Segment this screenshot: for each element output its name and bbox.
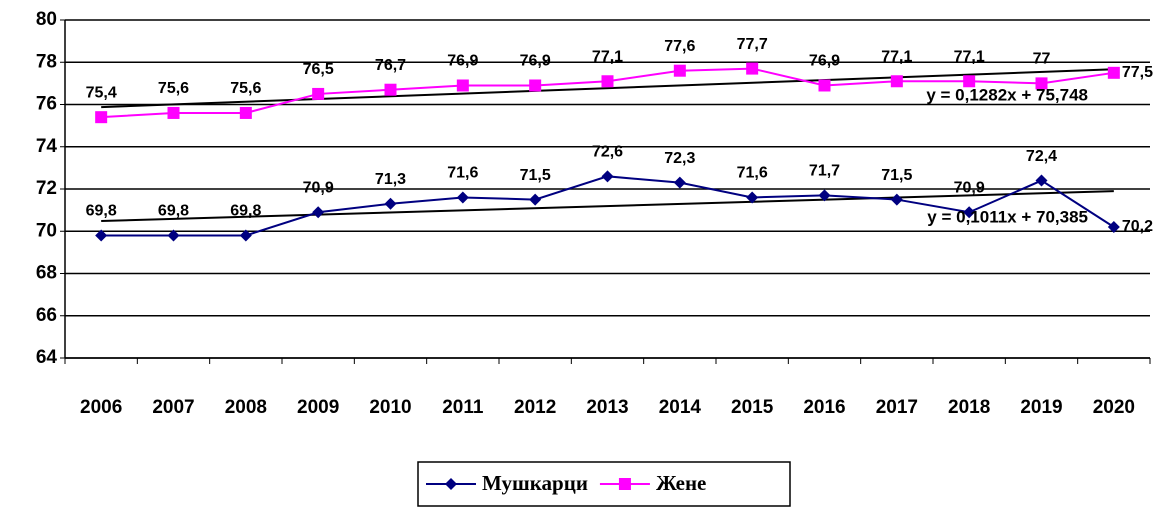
marker (239, 229, 252, 242)
data-label: 76,9 (520, 53, 551, 70)
data-label: 77,1 (592, 48, 623, 65)
marker (239, 106, 252, 119)
trend-equation: y = 0,1011x + 70,385 (927, 208, 1088, 227)
data-label: 76,9 (809, 53, 840, 70)
marker (1035, 77, 1048, 90)
data-label: 75,6 (230, 80, 261, 97)
marker (1107, 66, 1120, 79)
trend-equation: y = 0,1282x + 75,748 (926, 86, 1088, 105)
marker (818, 79, 831, 92)
data-label: 77,6 (664, 38, 695, 55)
legend-marker (445, 478, 457, 490)
marker (601, 75, 614, 88)
marker (95, 229, 108, 242)
legend-label: Мушкарци (482, 471, 588, 495)
x-tick-label: 2008 (225, 397, 267, 418)
y-tick-label: 80 (36, 9, 57, 30)
y-tick-label: 78 (36, 51, 57, 72)
y-tick-label: 72 (36, 178, 57, 199)
data-label: 71,6 (447, 165, 478, 182)
data-label: 69,8 (230, 203, 261, 220)
marker (890, 193, 903, 206)
marker (673, 176, 686, 189)
data-label: 72,6 (592, 144, 623, 161)
marker (673, 64, 686, 77)
data-label: 77,7 (737, 36, 768, 53)
y-tick-label: 66 (36, 305, 57, 326)
data-label: 71,3 (375, 171, 406, 188)
data-label: 76,9 (447, 53, 478, 70)
data-label: 70,9 (303, 179, 334, 196)
data-label: 69,8 (86, 203, 117, 220)
x-tick-label: 2011 (442, 397, 484, 418)
marker (529, 193, 542, 206)
legend-label: Жене (656, 471, 706, 495)
data-label: 77,5 (1122, 64, 1153, 81)
marker (167, 229, 180, 242)
marker (963, 75, 976, 88)
data-label: 77,1 (881, 48, 912, 65)
data-label: 71,6 (737, 165, 768, 182)
data-label: 70,2 (1122, 218, 1153, 235)
marker (1035, 174, 1048, 187)
data-label: 72,3 (664, 150, 695, 167)
marker (746, 191, 759, 204)
marker (963, 206, 976, 219)
y-tick-label: 70 (36, 220, 57, 241)
x-tick-label: 2016 (803, 397, 845, 418)
y-tick-label: 68 (36, 263, 57, 284)
data-label: 71,5 (881, 167, 912, 184)
data-label: 70,9 (954, 179, 985, 196)
marker (167, 106, 180, 119)
marker (818, 189, 831, 202)
marker (456, 191, 469, 204)
x-tick-label: 2020 (1093, 397, 1135, 418)
marker (746, 62, 759, 75)
x-tick-label: 2017 (876, 397, 918, 418)
data-label: 76,7 (375, 57, 406, 74)
marker (384, 83, 397, 96)
data-label: 77 (1033, 51, 1051, 68)
data-label: 71,7 (809, 163, 840, 180)
legend-marker (618, 478, 631, 490)
marker (890, 75, 903, 88)
data-label: 75,6 (158, 80, 189, 97)
marker (312, 206, 325, 219)
x-tick-label: 2013 (586, 397, 628, 418)
x-tick-label: 2009 (297, 397, 339, 418)
x-tick-label: 2012 (514, 397, 556, 418)
marker (456, 79, 469, 92)
y-tick-label: 76 (36, 94, 57, 115)
marker (601, 170, 614, 183)
x-tick-label: 2019 (1020, 397, 1062, 418)
data-label: 76,5 (303, 61, 334, 78)
x-tick-label: 2010 (369, 397, 411, 418)
y-tick-label: 74 (36, 136, 58, 157)
data-label: 75,4 (86, 84, 117, 101)
data-label: 71,5 (520, 167, 551, 184)
y-tick-label: 64 (36, 347, 58, 368)
data-label: 72,4 (1026, 148, 1057, 165)
marker (529, 79, 542, 92)
data-label: 69,8 (158, 203, 189, 220)
x-tick-label: 2015 (731, 397, 774, 418)
marker (1107, 221, 1120, 234)
x-tick-label: 2006 (80, 397, 122, 418)
x-tick-label: 2007 (152, 397, 194, 418)
legend: Мушкарци Жене (417, 461, 791, 507)
trendline (101, 190, 1114, 222)
x-tick-label: 2018 (948, 397, 990, 418)
marker (384, 197, 397, 210)
data-label: 77,1 (954, 48, 985, 65)
marker (312, 87, 325, 100)
marker (95, 111, 108, 124)
x-tick-label: 2014 (659, 397, 702, 418)
trendline (101, 68, 1114, 109)
